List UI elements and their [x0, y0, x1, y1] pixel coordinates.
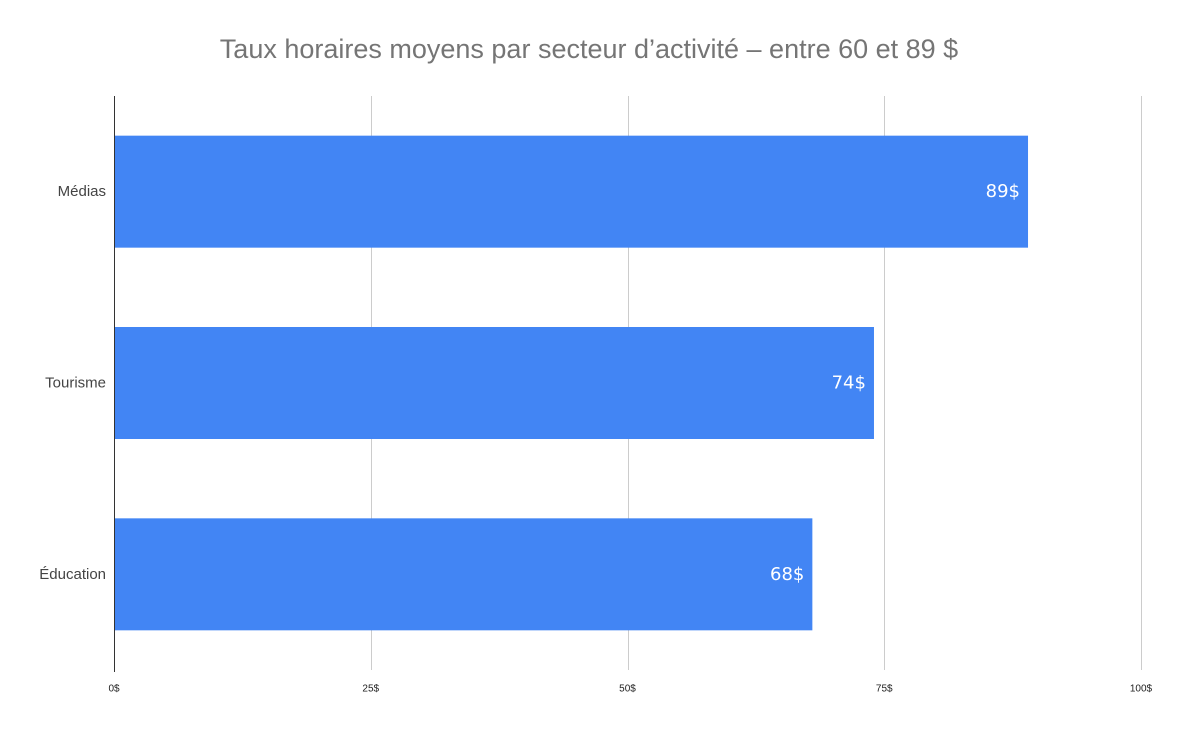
- x-tick-label-1: 25$: [362, 684, 379, 695]
- data-label-0: 89$: [986, 181, 1020, 202]
- x-tick-label-2: 50$: [619, 684, 636, 695]
- data-label-1: 74$: [832, 373, 866, 394]
- chart-title: Taux horaires moyens par secteur d’activ…: [219, 34, 959, 64]
- bar-0: [114, 135, 1029, 248]
- bar-1: [114, 327, 874, 439]
- bar-2: [114, 518, 813, 631]
- x-tick-label-3: 75$: [876, 684, 893, 695]
- category-label-1: Tourisme: [45, 375, 106, 392]
- x-tick-label-4: 100$: [1130, 684, 1153, 695]
- category-label-0: Médias: [58, 183, 106, 200]
- data-label-2: 68$: [770, 564, 804, 585]
- category-label-2: Éducation: [39, 566, 106, 583]
- x-tick-label-0: 0$: [108, 684, 120, 695]
